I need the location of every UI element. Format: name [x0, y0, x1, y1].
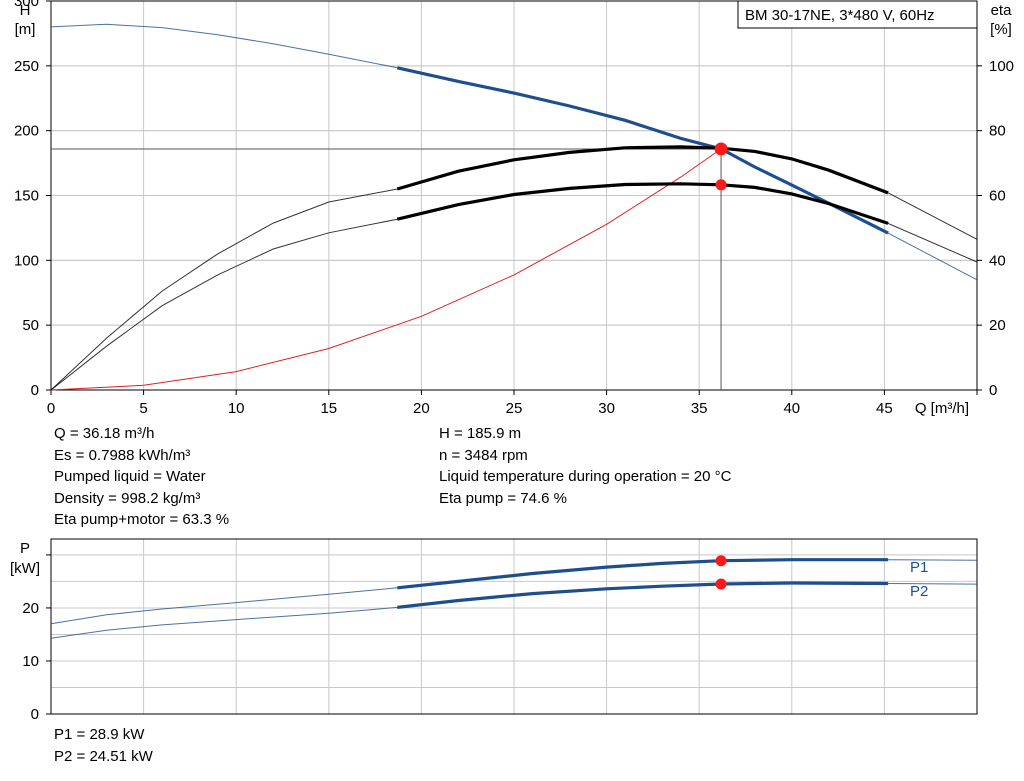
p1-curve-operating — [397, 558, 889, 590]
info-eta-pump-motor: Eta pump+motor = 63.3 % — [54, 511, 230, 528]
duty-point-eta-total — [715, 179, 727, 191]
info-pumped-liquid: Pumped liquid = Water — [54, 468, 206, 485]
p2-legend-label: P2 — [910, 583, 928, 600]
eta_total-curve-operating — [396, 182, 889, 225]
y-tick-label: 150 — [14, 188, 39, 205]
info-liquid-temperature: Liquid temperature during operation = 20… — [439, 468, 732, 485]
info-p2: P2 = 24.51 kW — [54, 747, 153, 765]
y-tick-label: 0 — [31, 382, 39, 399]
eta_pump-curve-operating — [396, 145, 889, 195]
y-tick-label: 20 — [22, 600, 39, 617]
p1-legend-label: P1 — [910, 559, 928, 576]
head-curve-operating — [396, 66, 889, 235]
x-tick-label: 35 — [691, 400, 708, 417]
chart-title: BM 30-17NE, 3*480 V, 60Hz — [745, 7, 935, 24]
x-tick-label: 25 — [506, 400, 523, 417]
system-curve — [50, 148, 722, 391]
plot-frame — [50, 538, 978, 715]
y2-tick-label: 0 — [989, 382, 997, 399]
duty-point-eta-pump — [715, 142, 727, 154]
y2-tick-label: 80 — [989, 123, 1006, 140]
y-axis-label: P — [20, 540, 30, 557]
power-chart: 0 10 20 P [kW] P1 P2 — [10, 538, 978, 723]
y-axis-unit: [kW] — [10, 560, 40, 577]
title-box — [737, 0, 978, 29]
y2-tick-label: 40 — [989, 252, 1006, 269]
x-tick-label: 0 — [47, 400, 55, 417]
y2-tick-label: 100 — [989, 58, 1014, 75]
y-tick-label: 10 — [22, 653, 39, 670]
p2-curve-operating — [397, 581, 889, 609]
duty-info-right: H = 185.9 m n = 3484 rpm Liquid temperat… — [439, 423, 731, 509]
y-axis-unit: [m] — [15, 21, 36, 38]
y2-axis-unit: [%] — [990, 21, 1012, 38]
y-tick-label: 300 — [14, 0, 39, 10]
x-tick-label: 45 — [876, 400, 893, 417]
head-efficiency-chart: 0 5 10 15 20 25 30 35 40 45 Q [m³/h]05010015020025… — [14, 0, 1014, 417]
duty-point-p2 — [715, 578, 727, 590]
y-tick-label: 100 — [14, 252, 39, 269]
x-tick-label: 15 — [320, 400, 337, 417]
x-tick-label: 10 — [228, 400, 245, 417]
info-eta-pump: Eta pump = 74.6 % — [439, 489, 567, 507]
x-tick-label: 40 — [783, 400, 800, 417]
power-info: P1 = 28.9 kW P2 = 24.51 kW — [54, 724, 153, 767]
x-tick-label: 20 — [413, 400, 430, 417]
y-tick-label: 250 — [14, 58, 39, 75]
y2-tick-label: 20 — [989, 317, 1006, 334]
y2-axis-label: eta — [991, 2, 1013, 19]
y2-tick-label: 60 — [989, 188, 1006, 205]
info-head: H = 185.9 m — [439, 425, 522, 442]
info-density: Density = 998.2 kg/m³ — [54, 489, 201, 507]
info-flow: Q = 36.18 m³/h — [54, 425, 155, 442]
duty-info-left: Q = 36.18 m³/h Es = 0.7988 kWh/m³ Pumped… — [54, 423, 229, 531]
y-axis-label: H — [20, 2, 31, 19]
x-tick-label: 5 — [139, 400, 147, 417]
y-tick-label: 50 — [22, 317, 39, 334]
y-tick-label: 0 — [31, 706, 39, 723]
info-specific-energy: Es = 0.7988 kWh/m³ — [54, 446, 191, 464]
info-p1: P1 = 28.9 kW — [54, 726, 145, 743]
y-tick-label: 200 — [14, 123, 39, 140]
x-axis-label: Q [m³/h] — [915, 400, 969, 417]
info-speed: n = 3484 rpm — [439, 446, 528, 464]
x-tick-label: 30 — [598, 400, 615, 417]
duty-point-p1 — [715, 555, 727, 567]
